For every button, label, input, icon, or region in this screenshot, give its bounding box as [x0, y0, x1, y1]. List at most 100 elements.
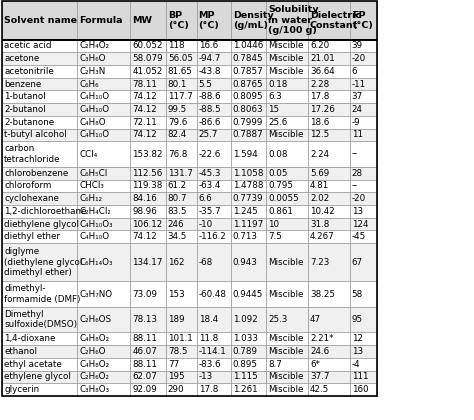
Text: 11.8: 11.8: [199, 334, 218, 343]
Text: --: --: [352, 150, 358, 159]
Text: -35.7: -35.7: [199, 207, 221, 216]
Bar: [77, 129, 130, 142]
Bar: [350, 307, 377, 332]
Text: 76.8: 76.8: [168, 150, 187, 159]
Text: 4.267: 4.267: [310, 232, 335, 241]
Text: CCl₄: CCl₄: [79, 150, 98, 159]
Text: 95: 95: [352, 315, 363, 324]
Bar: [350, 243, 377, 281]
Text: C₄H₁₀O: C₄H₁₀O: [79, 131, 109, 139]
Bar: [130, 142, 166, 167]
Text: 7.5: 7.5: [268, 232, 282, 241]
Text: C₂H₃N: C₂H₃N: [79, 67, 105, 76]
Text: 84.16: 84.16: [132, 194, 157, 203]
Text: 83.5: 83.5: [168, 207, 187, 216]
Text: 118: 118: [168, 41, 184, 50]
Bar: [130, 345, 166, 358]
Text: 0.7739: 0.7739: [233, 194, 264, 203]
Bar: [197, 332, 231, 345]
Text: 25.6: 25.6: [268, 118, 288, 127]
Bar: [266, 39, 308, 52]
Text: C₄H₈O₂: C₄H₈O₂: [79, 334, 109, 343]
Text: 124: 124: [352, 220, 368, 228]
Bar: [197, 370, 231, 383]
Bar: [308, 281, 350, 307]
Text: 117.7: 117.7: [168, 92, 192, 101]
Bar: [2, 180, 77, 192]
Text: C₄H₈O₂: C₄H₈O₂: [79, 360, 109, 369]
Bar: [166, 116, 197, 129]
Text: -88.6: -88.6: [199, 92, 221, 101]
Text: 17.26: 17.26: [310, 105, 335, 114]
Bar: [308, 205, 350, 218]
Text: Miscible: Miscible: [268, 67, 304, 76]
Text: 21.01: 21.01: [310, 54, 335, 63]
Text: 131.7: 131.7: [168, 169, 192, 178]
Bar: [231, 116, 266, 129]
Bar: [130, 192, 166, 205]
Text: 1,4-dioxane: 1,4-dioxane: [4, 334, 55, 343]
Text: 17.8: 17.8: [310, 92, 329, 101]
Bar: [231, 103, 266, 116]
Text: 58: 58: [352, 290, 363, 299]
Text: 72.11: 72.11: [132, 118, 157, 127]
Bar: [130, 307, 166, 332]
Text: 25.7: 25.7: [199, 131, 218, 139]
Text: 0.861: 0.861: [268, 207, 293, 216]
Text: 2.24: 2.24: [310, 150, 329, 159]
Bar: [350, 205, 377, 218]
Text: 80.1: 80.1: [168, 79, 187, 89]
Bar: [77, 39, 130, 52]
Bar: [308, 116, 350, 129]
Bar: [2, 65, 77, 78]
Text: Density
(g/mL): Density (g/mL): [233, 10, 273, 30]
Text: chloroform: chloroform: [4, 181, 52, 190]
Text: Miscible: Miscible: [268, 41, 304, 50]
Bar: [166, 103, 197, 116]
Text: 60.052: 60.052: [132, 41, 163, 50]
Bar: [166, 332, 197, 345]
Text: C₄H₁₀O: C₄H₁₀O: [79, 105, 109, 114]
Bar: [166, 205, 197, 218]
Bar: [308, 142, 350, 167]
Text: 61.2: 61.2: [168, 181, 187, 190]
Text: 74.12: 74.12: [132, 105, 157, 114]
Bar: [2, 332, 77, 345]
Bar: [266, 231, 308, 243]
Text: 1,2-dichloroethane: 1,2-dichloroethane: [4, 207, 87, 216]
Bar: [77, 231, 130, 243]
Bar: [197, 129, 231, 142]
Text: 6: 6: [352, 67, 357, 76]
Bar: [2, 218, 77, 231]
Bar: [2, 205, 77, 218]
Bar: [231, 231, 266, 243]
Text: 7.23: 7.23: [310, 258, 329, 267]
Bar: [197, 345, 231, 358]
Bar: [231, 358, 266, 370]
Text: t-butyl alcohol: t-butyl alcohol: [4, 131, 67, 139]
Text: 82.4: 82.4: [168, 131, 187, 139]
Text: chlorobenzene: chlorobenzene: [4, 169, 69, 178]
Bar: [231, 345, 266, 358]
Bar: [350, 90, 377, 103]
Text: 1.115: 1.115: [233, 373, 257, 381]
Bar: [130, 78, 166, 90]
Text: 62.07: 62.07: [132, 373, 157, 381]
Text: 111: 111: [352, 373, 368, 381]
Bar: [197, 383, 231, 396]
Bar: [2, 1, 77, 39]
Bar: [130, 103, 166, 116]
Bar: [266, 218, 308, 231]
Text: 5.5: 5.5: [199, 79, 212, 89]
Bar: [350, 332, 377, 345]
Bar: [77, 383, 130, 396]
Bar: [266, 192, 308, 205]
Bar: [266, 90, 308, 103]
Text: dimethyl-
formamide (DMF): dimethyl- formamide (DMF): [4, 284, 81, 304]
Text: -114.1: -114.1: [199, 347, 227, 356]
Text: 1.1058: 1.1058: [233, 169, 263, 178]
Bar: [77, 307, 130, 332]
Text: 46.07: 46.07: [132, 347, 157, 356]
Bar: [130, 1, 166, 39]
Bar: [231, 39, 266, 52]
